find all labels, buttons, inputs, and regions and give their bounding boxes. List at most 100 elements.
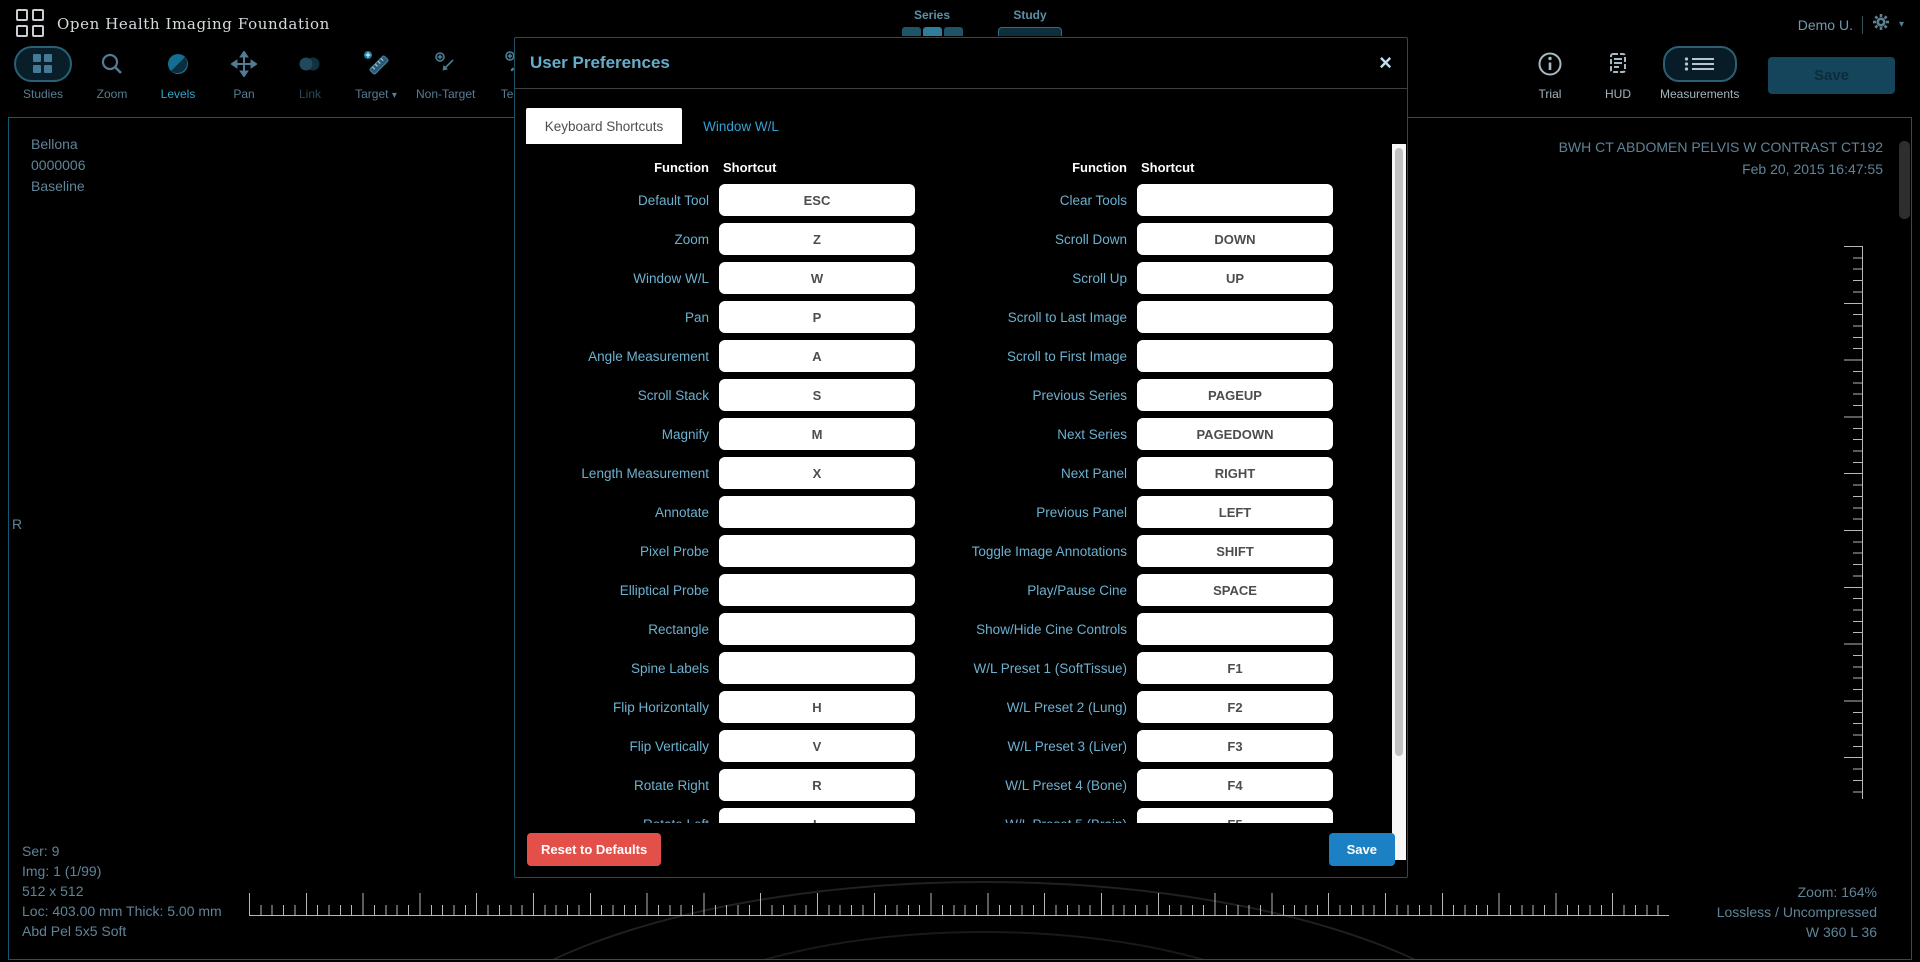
study-button-sliver[interactable] — [998, 27, 1062, 36]
function-label: Next Series — [1057, 426, 1127, 442]
shortcuts-column-right: Function Shortcut Clear Tools Scroll Down Sc… — [933, 160, 1333, 823]
shortcut-input[interactable] — [719, 769, 915, 801]
toolbar-button-zoom[interactable]: Zoom — [86, 46, 138, 101]
toolbar-button-target[interactable]: Target ▾ — [350, 46, 402, 101]
shortcut-input[interactable] — [1137, 301, 1333, 333]
toolbar-button-trial[interactable]: Trial — [1524, 46, 1576, 101]
function-label: Next Panel — [1060, 465, 1127, 481]
shortcut-input[interactable] — [719, 613, 915, 645]
shortcut-input[interactable] — [719, 379, 915, 411]
modal-scrollbar[interactable] — [1392, 144, 1406, 860]
function-label: Angle Measurement — [588, 348, 709, 364]
shortcut-input[interactable] — [719, 691, 915, 723]
shortcut-input[interactable] — [719, 223, 915, 255]
shortcut-row: Show/Hide Cine Controls — [933, 613, 1333, 645]
shortcut-input[interactable] — [1137, 379, 1333, 411]
toolbar-label: HUD — [1605, 87, 1631, 101]
image-dimensions: 512 x 512 — [22, 883, 84, 899]
study-date: Feb 20, 2015 16:47:55 — [1742, 161, 1883, 177]
levels-contrast-icon — [165, 46, 191, 82]
app-title: Open Health Imaging Foundation — [57, 15, 330, 33]
study-label: Study — [1013, 8, 1047, 22]
shortcut-input[interactable] — [719, 262, 915, 294]
shortcut-row: Scroll to First Image — [933, 340, 1333, 372]
shortcut-input[interactable] — [719, 730, 915, 762]
display-info-overlay: Zoom: 164% Lossless / Uncompressed W 360… — [1717, 882, 1877, 942]
shortcut-input[interactable] — [1137, 574, 1333, 606]
close-icon[interactable]: × — [1379, 50, 1392, 75]
shortcut-input[interactable] — [719, 418, 915, 450]
function-label: Length Measurement — [581, 465, 709, 481]
stack-scrollbar[interactable] — [1899, 141, 1910, 219]
function-label: Show/Hide Cine Controls — [976, 621, 1127, 637]
shortcut-input[interactable] — [1137, 496, 1333, 528]
function-label: Zoom — [674, 231, 709, 247]
reset-to-defaults-button[interactable]: Reset to Defaults — [527, 832, 662, 866]
shortcut-input[interactable] — [719, 301, 915, 333]
gear-icon[interactable] — [1872, 13, 1890, 36]
shortcut-input[interactable] — [719, 457, 915, 489]
toolbar-button-link[interactable]: Link — [284, 46, 336, 101]
series-buttons-sliver[interactable] — [901, 27, 963, 36]
shortcut-input[interactable] — [719, 574, 915, 606]
shortcut-row: Next Panel — [933, 457, 1333, 489]
shortcut-input[interactable] — [1137, 535, 1333, 567]
shortcut-input[interactable] — [1137, 808, 1333, 823]
shortcut-input[interactable] — [719, 652, 915, 684]
function-label: W/L Preset 2 (Lung) — [1006, 699, 1127, 715]
shortcut-input[interactable] — [1137, 340, 1333, 372]
toolbar-button-measurements[interactable]: Measurements — [1660, 46, 1739, 101]
shortcut-input[interactable] — [1137, 262, 1333, 294]
shortcut-input[interactable] — [719, 184, 915, 216]
function-label: Previous Series — [1032, 387, 1127, 403]
ohif-logo-icon — [16, 9, 46, 39]
toolbar-button-non-target[interactable]: Non-Target — [416, 46, 475, 101]
shortcuts-panel: Function Shortcut Default Tool Zoom Window W… — [515, 144, 1407, 823]
toolbar-button-levels[interactable]: Levels — [152, 46, 204, 101]
shortcut-input[interactable] — [1137, 418, 1333, 450]
shortcut-input[interactable] — [719, 496, 915, 528]
series-label: Series — [913, 8, 951, 22]
divider — [1861, 15, 1863, 34]
shortcut-input[interactable] — [719, 808, 915, 823]
user-preferences-modal: User Preferences × Keyboard Shortcuts Wi… — [514, 37, 1408, 878]
shortcut-input[interactable] — [1137, 184, 1333, 216]
toolbar-save-button[interactable]: Save — [1768, 57, 1895, 94]
shortcut-row: W/L Preset 3 (Liver) — [933, 730, 1333, 762]
shortcut-input[interactable] — [1137, 652, 1333, 684]
toolbar-button-studies[interactable]: Studies — [14, 46, 72, 101]
shortcut-input[interactable] — [1137, 457, 1333, 489]
tab-keyboard-shortcuts[interactable]: Keyboard Shortcuts — [526, 108, 682, 144]
user-menu[interactable]: Demo U. ▾ — [1798, 13, 1904, 36]
shortcut-input[interactable] — [1137, 691, 1333, 723]
shortcut-row: Scroll Down — [933, 223, 1333, 255]
toolbar-button-hud[interactable]: HUD — [1592, 46, 1644, 101]
shortcut-input[interactable] — [1137, 223, 1333, 255]
shortcut-row: Rectangle — [515, 613, 915, 645]
chevron-down-icon[interactable]: ▾ — [1898, 19, 1904, 30]
modal-header: User Preferences × — [515, 38, 1407, 89]
modal-save-button[interactable]: Save — [1328, 832, 1395, 866]
function-label: Rotate Left — [515, 817, 719, 824]
tab-window-wl[interactable]: Window W/L — [703, 118, 779, 134]
shortcut-row: Rotate Right — [515, 769, 915, 801]
series-nav[interactable]: Series — [896, 8, 968, 36]
shortcut-row: Zoom — [515, 223, 915, 255]
shortcut-input[interactable] — [1137, 769, 1333, 801]
username: Demo U. — [1797, 16, 1853, 33]
shortcut-input[interactable] — [719, 340, 915, 372]
shortcut-row: Default Tool — [515, 184, 915, 216]
shortcut-input[interactable] — [1137, 613, 1333, 645]
modal-footer: Reset to Defaults Save — [515, 821, 1407, 877]
toolbar-button-pan[interactable]: Pan — [218, 46, 270, 101]
shortcut-input[interactable] — [1137, 730, 1333, 762]
compression-info: Lossless / Uncompressed — [1716, 904, 1877, 920]
shortcut-row: Toggle Image Annotations — [933, 535, 1333, 567]
study-nav[interactable]: Study — [994, 8, 1066, 36]
patient-name: Bellona — [31, 136, 78, 152]
scrollbar-thumb[interactable] — [1395, 148, 1403, 756]
toolbar-label: Non-Target — [416, 87, 476, 101]
toolbar-left: Studies Zoom Levels Pan — [14, 46, 541, 101]
shortcut-input[interactable] — [719, 535, 915, 567]
measurements-list-icon — [1662, 46, 1737, 82]
